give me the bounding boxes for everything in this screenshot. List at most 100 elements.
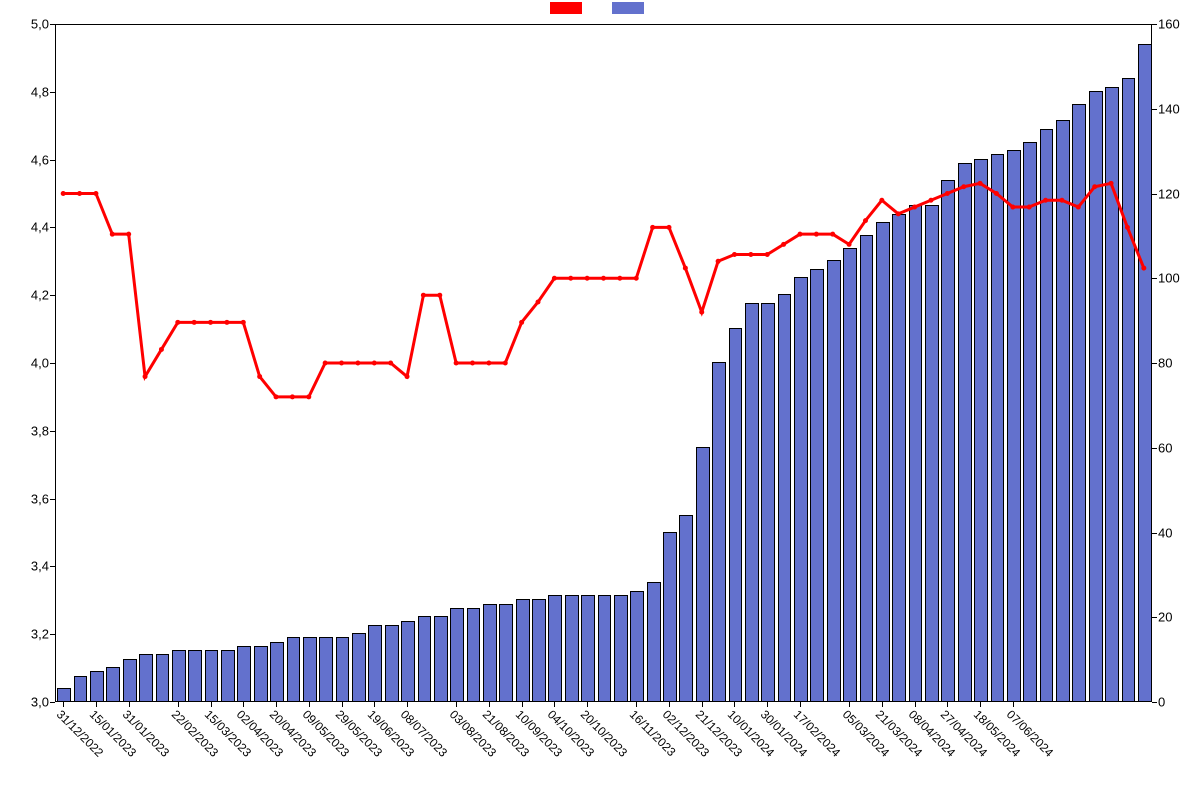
line-marker [1043, 198, 1048, 203]
line-marker [912, 205, 917, 210]
line-marker [716, 259, 721, 264]
line-marker [208, 320, 213, 325]
plot-area: 3,03,23,43,63,84,04,24,44,64,85,0 020406… [55, 24, 1152, 702]
yleft-tick-mark [50, 363, 55, 364]
line-marker [879, 198, 884, 203]
x-tick-mark [767, 702, 768, 707]
line-marker [1027, 205, 1032, 210]
line-marker [634, 276, 639, 281]
line-marker [372, 361, 377, 366]
line-marker [781, 242, 786, 247]
yleft-tick-mark [50, 702, 55, 703]
line-marker [1141, 266, 1146, 271]
line-marker [666, 225, 671, 230]
yright-tick-mark [1152, 617, 1157, 618]
x-tick-mark [374, 702, 375, 707]
x-tick-mark [63, 702, 64, 707]
x-tick-mark [243, 702, 244, 707]
x-tick-mark [178, 702, 179, 707]
line-marker [1125, 225, 1130, 230]
line-marker [699, 310, 704, 315]
line-layer [55, 24, 1152, 702]
line-marker [339, 361, 344, 366]
line-marker [110, 232, 115, 237]
line-marker [93, 191, 98, 196]
x-tick-mark [849, 702, 850, 707]
line-marker [126, 232, 131, 237]
yleft-tick-mark [50, 295, 55, 296]
line-marker [61, 191, 66, 196]
yright-tick-mark [1152, 278, 1157, 279]
line-marker [650, 225, 655, 230]
x-tick-mark [980, 702, 981, 707]
yright-tick-mark [1152, 702, 1157, 703]
x-tick-mark [276, 702, 277, 707]
x-tick-mark [800, 702, 801, 707]
x-tick-mark [882, 702, 883, 707]
yleft-tick-mark [50, 566, 55, 567]
line-marker [765, 252, 770, 257]
x-tick-mark [309, 702, 310, 707]
line-marker [552, 276, 557, 281]
yleft-tick-mark [50, 227, 55, 228]
x-tick-mark [211, 702, 212, 707]
line-marker [175, 320, 180, 325]
line-marker [978, 181, 983, 186]
line-marker [994, 191, 999, 196]
x-tick-mark [636, 702, 637, 707]
line-marker [601, 276, 606, 281]
line-marker [503, 361, 508, 366]
x-tick-mark [1013, 702, 1014, 707]
line-marker [1076, 205, 1081, 210]
yleft-tick-mark [50, 24, 55, 25]
line-marker [143, 374, 148, 379]
yright-tick-mark [1152, 24, 1157, 25]
line-marker [323, 361, 328, 366]
x-tick-mark [489, 702, 490, 707]
line-marker [814, 232, 819, 237]
line-marker [274, 394, 279, 399]
yright-tick-mark [1152, 109, 1157, 110]
line-marker [421, 293, 426, 298]
legend-swatch-bar [612, 2, 644, 14]
x-tick-mark [554, 702, 555, 707]
line-marker [896, 211, 901, 216]
line-marker [437, 293, 442, 298]
line-marker [732, 252, 737, 257]
yleft-tick-mark [50, 160, 55, 161]
x-tick-mark [669, 702, 670, 707]
line-marker [568, 276, 573, 281]
line-marker [454, 361, 459, 366]
yleft-tick-mark [50, 499, 55, 500]
legend [0, 2, 1200, 14]
x-tick-mark [342, 702, 343, 707]
x-tick-mark [734, 702, 735, 707]
line-marker [1092, 184, 1097, 189]
line-marker [470, 361, 475, 366]
x-tick-mark [522, 702, 523, 707]
line-marker [683, 266, 688, 271]
x-tick-mark [407, 702, 408, 707]
line-marker [405, 374, 410, 379]
legend-item-line [550, 2, 588, 14]
line-marker [192, 320, 197, 325]
line-marker [536, 299, 541, 304]
x-tick-mark [129, 702, 130, 707]
line-marker [290, 394, 295, 399]
x-tick-mark [456, 702, 457, 707]
x-tick-mark [915, 702, 916, 707]
line-marker [617, 276, 622, 281]
line-marker [863, 218, 868, 223]
x-tick-mark [702, 702, 703, 707]
line-marker [77, 191, 82, 196]
line-marker [388, 361, 393, 366]
x-tick-mark [587, 702, 588, 707]
line-marker [830, 232, 835, 237]
yleft-tick-mark [50, 431, 55, 432]
line-marker [1109, 181, 1114, 186]
line-marker [519, 320, 524, 325]
line-marker [748, 252, 753, 257]
line-marker [159, 347, 164, 352]
line-marker [486, 361, 491, 366]
yright-tick-mark [1152, 448, 1157, 449]
